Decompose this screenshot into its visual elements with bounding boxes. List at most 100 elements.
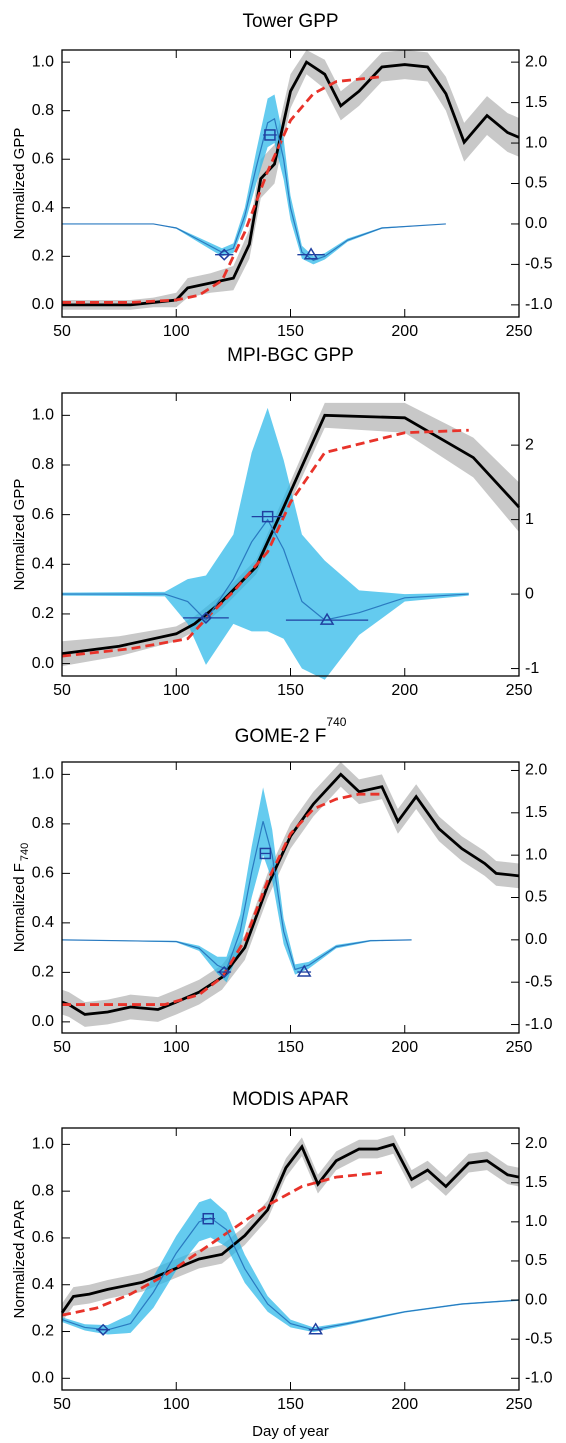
y2-tick-label: 2.0 bbox=[525, 762, 547, 779]
y-tick-label: 0.0 bbox=[32, 1013, 54, 1030]
y2-tick-label: -0.5 bbox=[525, 256, 553, 273]
y-tick-label: 1.0 bbox=[32, 53, 54, 70]
x-tick-label: 200 bbox=[391, 682, 418, 699]
marker-triangle bbox=[319, 612, 335, 625]
uncertainty-band bbox=[62, 1135, 519, 1323]
y-tick-label: 0.0 bbox=[32, 1370, 54, 1387]
x-tick-label: 50 bbox=[53, 323, 71, 340]
data-line bbox=[61, 772, 520, 1016]
y-axis-label-text: Normalized GPP bbox=[11, 479, 28, 591]
y2-tick-label: 1.0 bbox=[525, 134, 547, 151]
uncertainty-band bbox=[62, 402, 519, 667]
uncertainty-band bbox=[62, 1198, 519, 1335]
marker-diamond bbox=[97, 1323, 110, 1336]
marker-diamond bbox=[199, 611, 213, 624]
y2-tick-label: -1 bbox=[525, 660, 539, 677]
y-tick-label: 0.4 bbox=[32, 914, 54, 931]
y-axis-label: Normalized GPP bbox=[11, 479, 28, 591]
y2-tick-label: 0.5 bbox=[525, 1252, 547, 1269]
data-line bbox=[61, 1171, 383, 1317]
x-tick-label: 200 bbox=[391, 1039, 418, 1056]
y2-tick-label: -1.0 bbox=[525, 1369, 553, 1386]
plot-area bbox=[61, 762, 520, 1027]
data-line bbox=[62, 75, 383, 304]
data-line bbox=[61, 428, 469, 658]
marker-triangle bbox=[308, 1322, 323, 1335]
marker-square bbox=[259, 847, 272, 860]
data-line bbox=[62, 117, 446, 262]
y-tick-label: 0.8 bbox=[32, 1182, 54, 1199]
marker-square bbox=[261, 510, 274, 523]
y2-tick-label: 0.0 bbox=[525, 931, 547, 948]
y2-tick-label: -0.5 bbox=[525, 1330, 553, 1347]
y2-tick-label: 1.0 bbox=[525, 1213, 547, 1230]
x-tick-label: 150 bbox=[277, 1396, 304, 1413]
x-tick-label: 50 bbox=[53, 682, 71, 699]
y-tick-label: 0.8 bbox=[32, 815, 54, 832]
y2-tick-label: 0.0 bbox=[525, 215, 547, 232]
x-tick-label: 50 bbox=[53, 1039, 71, 1056]
x-tick-label: 100 bbox=[163, 1396, 190, 1413]
y2-tick-label: 2.0 bbox=[525, 53, 547, 70]
y-tick-label: 0.6 bbox=[32, 506, 54, 523]
chart-title: MPI-BGC GPP bbox=[227, 345, 354, 366]
y2-tick-label: -0.5 bbox=[525, 973, 553, 990]
marker-triangle bbox=[303, 247, 319, 260]
title-text: MODIS APAR bbox=[232, 1089, 349, 1110]
marker-diamond bbox=[218, 965, 231, 979]
marker-diamond bbox=[218, 248, 231, 261]
y-axis-label-text: Normalized F bbox=[11, 863, 28, 952]
y2-tick-label: 2 bbox=[525, 436, 534, 453]
uncertainty-band bbox=[62, 50, 519, 310]
y2-tick-label: 0.5 bbox=[525, 175, 547, 192]
x-tick-label: 150 bbox=[277, 682, 304, 699]
y2-tick-label: 2.0 bbox=[525, 1135, 547, 1152]
y2-tick-label: 1.0 bbox=[525, 846, 547, 863]
title-text: GOME-2 F bbox=[235, 726, 327, 747]
y-tick-label: 0.2 bbox=[32, 248, 54, 265]
x-tick-label: 100 bbox=[163, 1039, 190, 1056]
chart-title: Tower GPP bbox=[242, 11, 338, 32]
x-tick-label: 100 bbox=[163, 682, 190, 699]
y-tick-label: 0.0 bbox=[32, 296, 54, 313]
y-tick-label: 0.4 bbox=[32, 199, 54, 216]
y2-tick-label: -1.0 bbox=[525, 1016, 553, 1033]
y-tick-label: 0.0 bbox=[32, 655, 54, 672]
x-axis-label: Day of year bbox=[252, 1423, 329, 1440]
data-line bbox=[61, 1217, 520, 1331]
x-tick-label: 250 bbox=[506, 1396, 533, 1413]
y-tick-label: 0.2 bbox=[32, 1323, 54, 1340]
data-line bbox=[62, 518, 469, 622]
x-tick-label: 50 bbox=[53, 1396, 71, 1413]
title-text: MPI-BGC GPP bbox=[227, 345, 354, 366]
y-tick-label: 0.6 bbox=[32, 150, 54, 167]
y2-tick-label: -1.0 bbox=[525, 296, 553, 313]
y2-tick-label: 0.0 bbox=[525, 1291, 547, 1308]
y-tick-label: 0.4 bbox=[32, 556, 54, 573]
x-tick-label: 250 bbox=[506, 682, 533, 699]
y-axis-label-text: Normalized APAR bbox=[11, 1199, 28, 1318]
y-axis-label: Normalized F 740 bbox=[11, 843, 31, 953]
data-line bbox=[61, 821, 412, 971]
x-tick-label: 150 bbox=[277, 1039, 304, 1056]
y2-tick-label: 1 bbox=[525, 511, 534, 528]
y-tick-label: 1.0 bbox=[32, 407, 54, 424]
x-tick-label: 200 bbox=[391, 1396, 418, 1413]
uncertainty-band bbox=[62, 787, 412, 983]
x-tick-label: 250 bbox=[506, 1039, 533, 1056]
data-line bbox=[62, 792, 382, 1006]
plot-area bbox=[60, 1135, 520, 1336]
marker-square bbox=[264, 129, 276, 141]
chart-title: GOME-2 F740 bbox=[235, 715, 347, 747]
y-tick-label: 0.2 bbox=[32, 605, 54, 622]
data-line bbox=[62, 60, 520, 307]
title-subscript: 740 bbox=[326, 715, 346, 729]
y-axis-label: Normalized GPP bbox=[11, 128, 28, 240]
y2-tick-label: 1.5 bbox=[525, 94, 547, 111]
y-tick-label: 0.4 bbox=[32, 1276, 54, 1293]
plot-frame bbox=[61, 761, 520, 1034]
y-tick-label: 0.6 bbox=[32, 865, 54, 882]
y-axis-label: Normalized APAR bbox=[11, 1199, 28, 1318]
y-tick-label: 1.0 bbox=[32, 1136, 54, 1153]
y-tick-label: 1.0 bbox=[32, 766, 54, 783]
